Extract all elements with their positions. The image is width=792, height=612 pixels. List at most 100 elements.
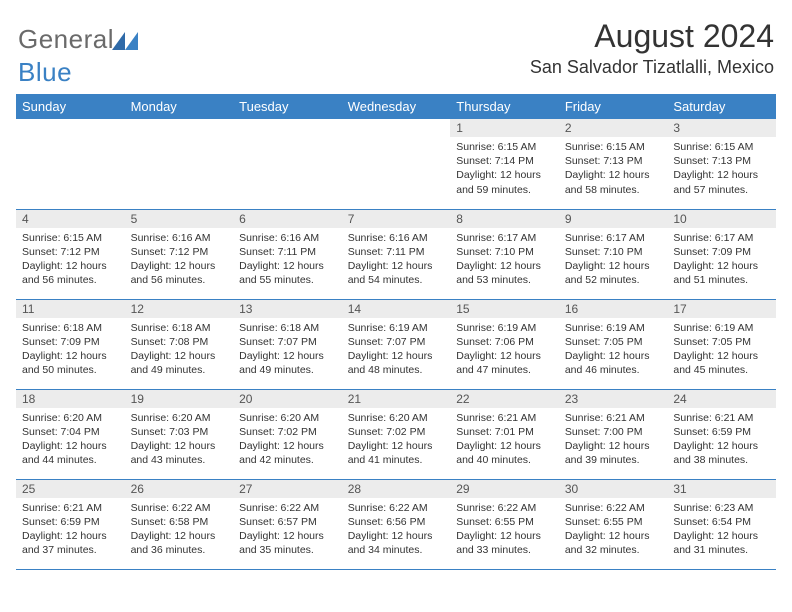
- sunrise-text: Sunrise: 6:22 AM: [239, 501, 336, 515]
- sunrise-text: Sunrise: 6:19 AM: [565, 321, 662, 335]
- day-number: 3: [667, 119, 776, 137]
- sunset-text: Sunset: 7:07 PM: [348, 335, 445, 349]
- calendar-cell: 22Sunrise: 6:21 AMSunset: 7:01 PMDayligh…: [450, 389, 559, 479]
- day-number: 21: [342, 390, 451, 408]
- page-header: GeneralBlue August 2024 San Salvador Tiz…: [16, 18, 776, 88]
- day-content: Sunrise: 6:17 AMSunset: 7:09 PMDaylight:…: [667, 228, 776, 292]
- sunset-text: Sunset: 7:06 PM: [456, 335, 553, 349]
- daylight-text: Daylight: 12 hours and 51 minutes.: [673, 259, 770, 287]
- sunset-text: Sunset: 7:00 PM: [565, 425, 662, 439]
- weekday-header: Wednesday: [342, 94, 451, 119]
- sunrise-text: Sunrise: 6:15 AM: [673, 140, 770, 154]
- day-content: Sunrise: 6:21 AMSunset: 6:59 PMDaylight:…: [667, 408, 776, 472]
- sunset-text: Sunset: 7:07 PM: [239, 335, 336, 349]
- calendar-cell: [125, 119, 234, 209]
- calendar-row: 4Sunrise: 6:15 AMSunset: 7:12 PMDaylight…: [16, 209, 776, 299]
- calendar-page: GeneralBlue August 2024 San Salvador Tiz…: [0, 0, 792, 570]
- sunrise-text: Sunrise: 6:18 AM: [239, 321, 336, 335]
- calendar-cell: 7Sunrise: 6:16 AMSunset: 7:11 PMDaylight…: [342, 209, 451, 299]
- daylight-text: Daylight: 12 hours and 35 minutes.: [239, 529, 336, 557]
- calendar-cell: 14Sunrise: 6:19 AMSunset: 7:07 PMDayligh…: [342, 299, 451, 389]
- day-number: 28: [342, 480, 451, 498]
- sunrise-text: Sunrise: 6:17 AM: [565, 231, 662, 245]
- sunset-text: Sunset: 6:57 PM: [239, 515, 336, 529]
- daylight-text: Daylight: 12 hours and 39 minutes.: [565, 439, 662, 467]
- sunrise-text: Sunrise: 6:15 AM: [565, 140, 662, 154]
- sunrise-text: Sunrise: 6:17 AM: [673, 231, 770, 245]
- daylight-text: Daylight: 12 hours and 36 minutes.: [131, 529, 228, 557]
- sunset-text: Sunset: 6:58 PM: [131, 515, 228, 529]
- sunrise-text: Sunrise: 6:18 AM: [22, 321, 119, 335]
- day-content: Sunrise: 6:20 AMSunset: 7:02 PMDaylight:…: [342, 408, 451, 472]
- sunrise-text: Sunrise: 6:19 AM: [673, 321, 770, 335]
- day-number: 11: [16, 300, 125, 318]
- calendar-cell: 21Sunrise: 6:20 AMSunset: 7:02 PMDayligh…: [342, 389, 451, 479]
- calendar-cell: 20Sunrise: 6:20 AMSunset: 7:02 PMDayligh…: [233, 389, 342, 479]
- calendar-cell: 28Sunrise: 6:22 AMSunset: 6:56 PMDayligh…: [342, 479, 451, 569]
- day-content: Sunrise: 6:23 AMSunset: 6:54 PMDaylight:…: [667, 498, 776, 562]
- day-content: Sunrise: 6:17 AMSunset: 7:10 PMDaylight:…: [559, 228, 668, 292]
- day-number: [16, 119, 125, 123]
- weekday-header: Friday: [559, 94, 668, 119]
- calendar-cell: 4Sunrise: 6:15 AMSunset: 7:12 PMDaylight…: [16, 209, 125, 299]
- sunset-text: Sunset: 6:54 PM: [673, 515, 770, 529]
- calendar-body: 1Sunrise: 6:15 AMSunset: 7:14 PMDaylight…: [16, 119, 776, 569]
- calendar-cell: 23 Sunrise: 6:21 AMSunset: 7:00 PMDayligh…: [559, 389, 668, 479]
- sunrise-text: Sunrise: 6:20 AM: [348, 411, 445, 425]
- day-number: 4: [16, 210, 125, 228]
- daylight-text: Daylight: 12 hours and 42 minutes.: [239, 439, 336, 467]
- calendar-cell: 29Sunrise: 6:22 AMSunset: 6:55 PMDayligh…: [450, 479, 559, 569]
- day-number: 18: [16, 390, 125, 408]
- location: San Salvador Tizatlalli, Mexico: [530, 57, 774, 78]
- sunset-text: Sunset: 7:13 PM: [673, 154, 770, 168]
- calendar-cell: 25Sunrise: 6:21 AMSunset: 6:59 PMDayligh…: [16, 479, 125, 569]
- calendar-cell: 26Sunrise: 6:22 AMSunset: 6:58 PMDayligh…: [125, 479, 234, 569]
- day-content: Sunrise: 6:19 AMSunset: 7:07 PMDaylight:…: [342, 318, 451, 382]
- day-content: Sunrise: 6:20 AMSunset: 7:02 PMDaylight:…: [233, 408, 342, 472]
- daylight-text: Daylight: 12 hours and 47 minutes.: [456, 349, 553, 377]
- calendar-table: SundayMondayTuesdayWednesdayThursdayFrid…: [16, 94, 776, 570]
- sunrise-text: Sunrise: 6:21 AM: [565, 411, 662, 425]
- calendar-cell: 1Sunrise: 6:15 AMSunset: 7:14 PMDaylight…: [450, 119, 559, 209]
- calendar-cell: 13Sunrise: 6:18 AMSunset: 7:07 PMDayligh…: [233, 299, 342, 389]
- day-number: 5: [125, 210, 234, 228]
- sunrise-text: Sunrise: 6:21 AM: [673, 411, 770, 425]
- sunset-text: Sunset: 6:55 PM: [456, 515, 553, 529]
- calendar-head: SundayMondayTuesdayWednesdayThursdayFrid…: [16, 94, 776, 119]
- daylight-text: Daylight: 12 hours and 56 minutes.: [22, 259, 119, 287]
- calendar-cell: 2Sunrise: 6:15 AMSunset: 7:13 PMDaylight…: [559, 119, 668, 209]
- sunset-text: Sunset: 7:09 PM: [22, 335, 119, 349]
- sunset-text: Sunset: 7:08 PM: [131, 335, 228, 349]
- daylight-text: Daylight: 12 hours and 58 minutes.: [565, 168, 662, 196]
- calendar-cell: [16, 119, 125, 209]
- weekday-header: Sunday: [16, 94, 125, 119]
- day-number: 1: [450, 119, 559, 137]
- calendar-cell: 19Sunrise: 6:20 AMSunset: 7:03 PMDayligh…: [125, 389, 234, 479]
- day-number: 10: [667, 210, 776, 228]
- day-content: Sunrise: 6:15 AMSunset: 7:13 PMDaylight:…: [667, 137, 776, 201]
- sunset-text: Sunset: 7:11 PM: [348, 245, 445, 259]
- daylight-text: Daylight: 12 hours and 37 minutes.: [22, 529, 119, 557]
- sunset-text: Sunset: 6:55 PM: [565, 515, 662, 529]
- day-content: Sunrise: 6:15 AMSunset: 7:14 PMDaylight:…: [450, 137, 559, 201]
- calendar-cell: 10Sunrise: 6:17 AMSunset: 7:09 PMDayligh…: [667, 209, 776, 299]
- daylight-text: Daylight: 12 hours and 55 minutes.: [239, 259, 336, 287]
- sunset-text: Sunset: 7:09 PM: [673, 245, 770, 259]
- day-number: 29: [450, 480, 559, 498]
- sunrise-text: Sunrise: 6:21 AM: [456, 411, 553, 425]
- calendar-row: 1Sunrise: 6:15 AMSunset: 7:14 PMDaylight…: [16, 119, 776, 209]
- day-number: 19: [125, 390, 234, 408]
- day-number: 17: [667, 300, 776, 318]
- calendar-cell: 16Sunrise: 6:19 AMSunset: 7:05 PMDayligh…: [559, 299, 668, 389]
- calendar-cell: 24Sunrise: 6:21 AMSunset: 6:59 PMDayligh…: [667, 389, 776, 479]
- day-number: 14: [342, 300, 451, 318]
- daylight-text: Daylight: 12 hours and 52 minutes.: [565, 259, 662, 287]
- day-number: 15: [450, 300, 559, 318]
- daylight-text: Daylight: 12 hours and 48 minutes.: [348, 349, 445, 377]
- day-number: 23: [559, 390, 668, 408]
- day-content: Sunrise: 6:16 AMSunset: 7:12 PMDaylight:…: [125, 228, 234, 292]
- day-number: 26: [125, 480, 234, 498]
- day-content: Sunrise: 6:22 AMSunset: 6:55 PMDaylight:…: [450, 498, 559, 562]
- calendar-cell: 3Sunrise: 6:15 AMSunset: 7:13 PMDaylight…: [667, 119, 776, 209]
- calendar-row: 18Sunrise: 6:20 AMSunset: 7:04 PMDayligh…: [16, 389, 776, 479]
